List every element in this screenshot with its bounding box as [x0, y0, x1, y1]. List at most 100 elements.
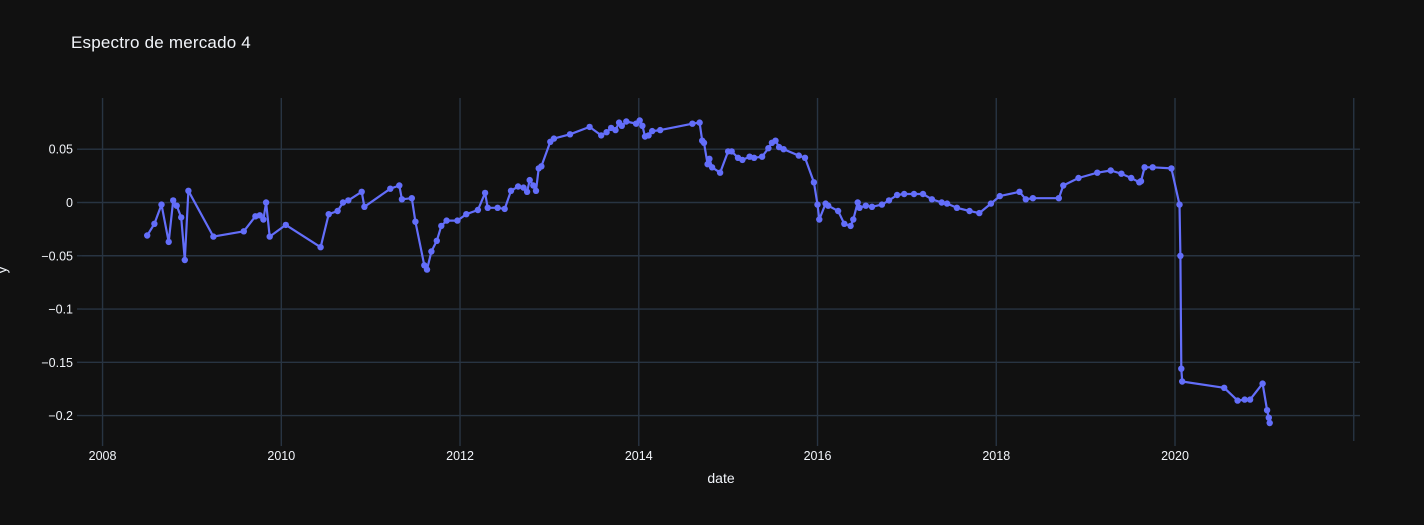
- data-point[interactable]: [854, 199, 861, 206]
- data-point[interactable]: [639, 122, 646, 129]
- data-point[interactable]: [928, 196, 936, 203]
- data-point[interactable]: [463, 211, 470, 218]
- data-point[interactable]: [795, 152, 802, 159]
- data-point[interactable]: [657, 126, 664, 134]
- data-point[interactable]: [862, 202, 869, 209]
- data-point[interactable]: [454, 217, 461, 224]
- data-point[interactable]: [428, 248, 435, 255]
- data-point[interactable]: [825, 202, 832, 209]
- data-point[interactable]: [1234, 397, 1241, 404]
- data-point[interactable]: [987, 200, 995, 207]
- data-point[interactable]: [240, 228, 247, 235]
- data-point[interactable]: [649, 127, 656, 135]
- data-point[interactable]: [801, 154, 809, 161]
- data-point[interactable]: [514, 183, 522, 190]
- data-point[interactable]: [266, 233, 273, 240]
- data-point[interactable]: [1266, 419, 1273, 427]
- data-point[interactable]: [847, 222, 854, 230]
- data-point[interactable]: [1128, 174, 1135, 182]
- data-point[interactable]: [181, 256, 188, 264]
- data-point[interactable]: [317, 244, 324, 251]
- data-point[interactable]: [953, 204, 961, 211]
- data-point[interactable]: [716, 169, 724, 176]
- data-point[interactable]: [494, 204, 501, 211]
- data-point[interactable]: [1176, 201, 1183, 208]
- data-point[interactable]: [708, 164, 716, 171]
- data-point[interactable]: [523, 188, 531, 195]
- data-point[interactable]: [1259, 380, 1266, 387]
- data-point[interactable]: [893, 191, 901, 199]
- data-point[interactable]: [586, 123, 593, 131]
- data-point[interactable]: [1075, 174, 1082, 182]
- data-point[interactable]: [814, 201, 821, 208]
- data-point[interactable]: [689, 120, 696, 127]
- data-point[interactable]: [1241, 396, 1248, 403]
- data-point[interactable]: [1094, 169, 1101, 176]
- data-point[interactable]: [618, 122, 625, 129]
- data-point[interactable]: [645, 132, 652, 139]
- data-point[interactable]: [856, 204, 863, 211]
- data-point[interactable]: [334, 207, 341, 215]
- data-point[interactable]: [443, 217, 450, 224]
- data-point[interactable]: [901, 190, 908, 198]
- data-point[interactable]: [1029, 195, 1037, 202]
- data-point[interactable]: [1263, 407, 1271, 414]
- data-point[interactable]: [1022, 196, 1029, 203]
- data-point[interactable]: [598, 132, 605, 139]
- data-point[interactable]: [438, 222, 445, 230]
- data-point[interactable]: [158, 201, 165, 208]
- data-point[interactable]: [603, 129, 610, 136]
- data-point[interactable]: [966, 207, 973, 215]
- data-point[interactable]: [1265, 414, 1273, 421]
- data-point[interactable]: [1107, 167, 1114, 174]
- data-point[interactable]: [1179, 378, 1186, 385]
- data-point[interactable]: [810, 179, 818, 186]
- data-point[interactable]: [919, 190, 927, 198]
- data-point[interactable]: [501, 205, 508, 213]
- data-point[interactable]: [170, 197, 177, 204]
- data-point[interactable]: [484, 204, 491, 211]
- data-point[interactable]: [396, 182, 403, 189]
- data-point[interactable]: [185, 187, 192, 194]
- data-point[interactable]: [878, 201, 886, 208]
- data-point[interactable]: [816, 216, 823, 223]
- data-point[interactable]: [780, 146, 787, 153]
- data-point[interactable]: [345, 197, 352, 204]
- data-point[interactable]: [433, 237, 440, 244]
- data-point[interactable]: [910, 190, 918, 198]
- data-point[interactable]: [178, 214, 185, 221]
- data-point[interactable]: [210, 233, 217, 240]
- data-point[interactable]: [260, 216, 267, 223]
- data-point[interactable]: [739, 156, 746, 164]
- data-point[interactable]: [144, 232, 151, 239]
- data-point[interactable]: [325, 211, 332, 218]
- data-point[interactable]: [750, 154, 758, 161]
- data-point[interactable]: [943, 200, 951, 207]
- data-point[interactable]: [262, 199, 270, 206]
- data-point[interactable]: [358, 188, 365, 195]
- data-point[interactable]: [636, 117, 643, 124]
- data-point[interactable]: [765, 145, 772, 152]
- data-point[interactable]: [165, 238, 172, 246]
- data-point[interactable]: [398, 196, 406, 203]
- data-point[interactable]: [850, 216, 857, 223]
- data-point[interactable]: [1137, 178, 1145, 185]
- data-point[interactable]: [1149, 164, 1156, 171]
- data-point[interactable]: [706, 155, 713, 162]
- data-point[interactable]: [550, 135, 558, 142]
- data-point[interactable]: [834, 207, 842, 215]
- data-point[interactable]: [507, 187, 515, 194]
- data-point[interactable]: [1178, 365, 1185, 372]
- data-point[interactable]: [520, 184, 527, 191]
- data-point[interactable]: [412, 218, 419, 225]
- data-point[interactable]: [408, 195, 415, 202]
- data-point[interactable]: [612, 126, 619, 134]
- data-point[interactable]: [339, 199, 347, 206]
- data-point[interactable]: [841, 220, 848, 227]
- data-point[interactable]: [532, 187, 540, 194]
- data-point[interactable]: [996, 192, 1003, 200]
- data-point[interactable]: [885, 197, 893, 204]
- data-point[interactable]: [758, 153, 766, 160]
- data-point[interactable]: [1221, 384, 1228, 391]
